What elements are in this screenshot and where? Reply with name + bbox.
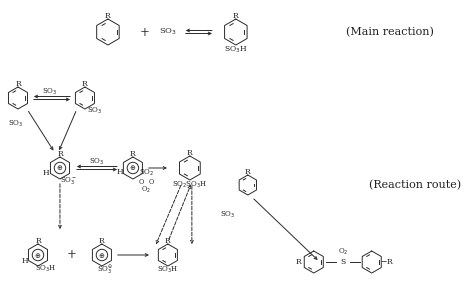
Text: O$_2$: O$_2$ [337, 247, 348, 257]
Text: SO$_3$: SO$_3$ [159, 27, 177, 37]
Text: (Main reaction): (Main reaction) [346, 27, 434, 37]
Text: $\oplus$: $\oplus$ [98, 250, 106, 260]
Text: SO$_3$: SO$_3$ [42, 87, 58, 97]
Text: H: H [43, 169, 49, 177]
Text: O: O [148, 178, 154, 186]
Text: R: R [233, 12, 239, 20]
Text: SO$_3$: SO$_3$ [220, 210, 236, 220]
Text: R: R [130, 150, 136, 158]
Text: $\oplus$: $\oplus$ [129, 164, 137, 172]
Text: SO$_3$: SO$_3$ [87, 106, 102, 116]
Text: $\oplus$: $\oplus$ [34, 250, 42, 260]
Text: SO$_3$: SO$_3$ [89, 157, 105, 167]
Text: S: S [340, 258, 346, 266]
Text: R: R [35, 237, 41, 245]
Text: SO$_2$SO$_3$H: SO$_2$SO$_3$H [172, 180, 208, 190]
Text: O$_2$: O$_2$ [141, 185, 151, 195]
Text: R: R [82, 80, 88, 88]
Text: +: + [140, 26, 150, 38]
Text: SO$_3$H: SO$_3$H [157, 265, 179, 275]
Text: R: R [15, 80, 21, 88]
Text: SO$_3^-$: SO$_3^-$ [60, 176, 78, 187]
Text: R: R [99, 237, 105, 245]
Text: +: + [67, 248, 77, 262]
Text: (Reaction route): (Reaction route) [369, 180, 461, 190]
Text: O: O [138, 178, 144, 186]
Text: $-$R: $-$R [380, 257, 394, 266]
Text: SO$_3^{\ominus}$: SO$_3^{\ominus}$ [97, 264, 113, 276]
Text: R: R [57, 150, 63, 158]
Text: SO$_2$: SO$_2$ [139, 168, 155, 178]
Text: $\oplus$: $\oplus$ [56, 164, 64, 172]
Text: R: R [245, 168, 251, 176]
Text: SO$_3$H: SO$_3$H [35, 264, 57, 274]
Text: R: R [105, 12, 111, 20]
Text: SO$_3$: SO$_3$ [9, 119, 24, 129]
Text: R: R [296, 258, 301, 266]
Text: SO$_3$H: SO$_3$H [224, 45, 247, 55]
Text: H: H [117, 168, 123, 176]
Text: H: H [22, 257, 28, 265]
Text: R: R [165, 237, 171, 245]
Text: R: R [187, 149, 193, 157]
